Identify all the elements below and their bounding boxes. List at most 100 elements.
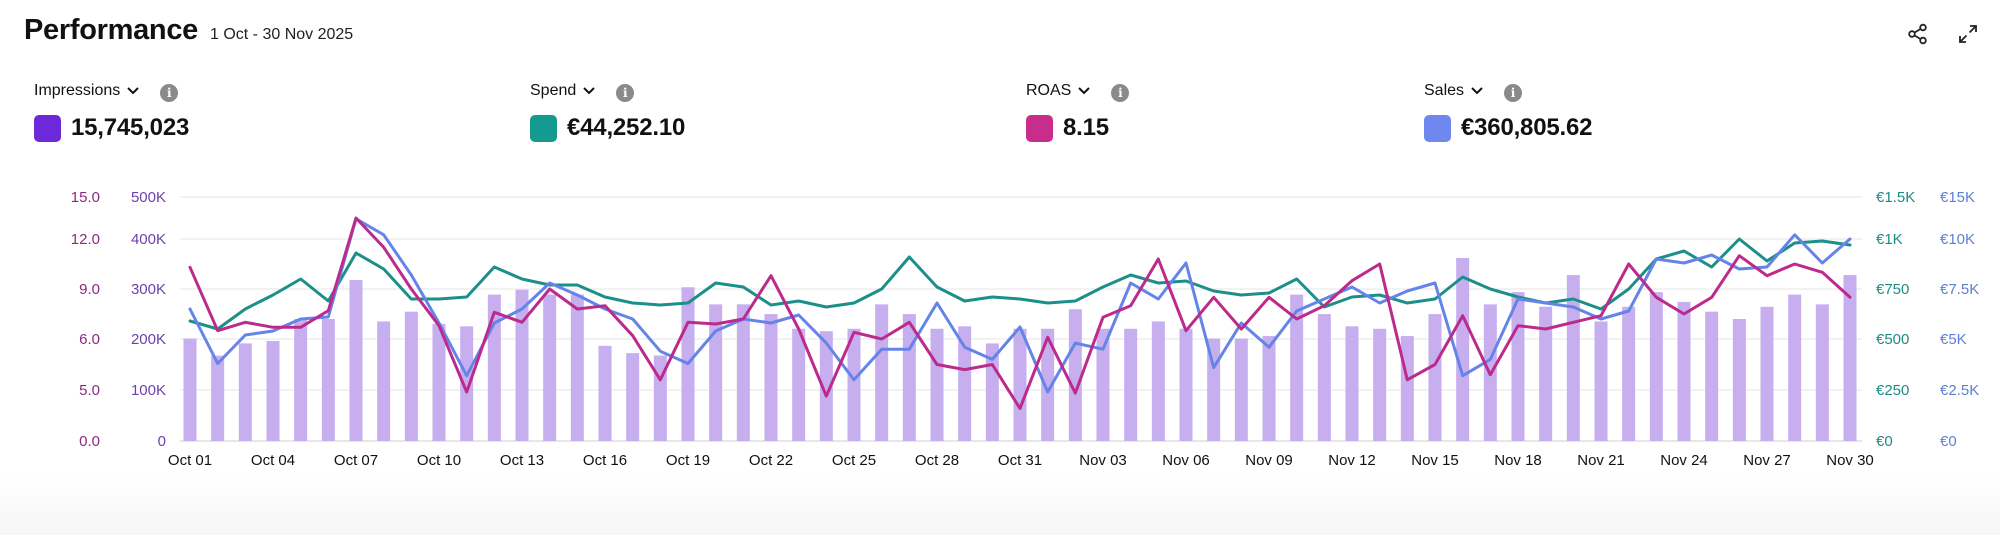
bar-impressions xyxy=(736,304,750,441)
bar-impressions xyxy=(349,279,363,441)
bar-impressions xyxy=(792,328,806,441)
bar-impressions xyxy=(1317,314,1331,441)
bar-impressions xyxy=(377,321,391,441)
expand-icon[interactable] xyxy=(1954,20,1982,48)
line-roas xyxy=(188,216,1852,410)
y-tick-sales: €2.5K xyxy=(1940,382,1979,399)
y-tick-sales: €10K xyxy=(1940,231,1975,248)
y-tick-roas: 15.0 xyxy=(71,189,100,206)
y-tick-sales: €15K xyxy=(1940,189,1975,206)
bar-impressions xyxy=(1649,292,1663,441)
bar-impressions xyxy=(1068,309,1082,441)
bar-impressions xyxy=(847,328,861,441)
bar-impressions xyxy=(1511,292,1525,441)
bar-impressions xyxy=(432,323,446,441)
chevron-down-icon[interactable] xyxy=(1077,86,1091,96)
bar-impressions xyxy=(266,340,280,441)
bar-impressions xyxy=(1732,319,1746,441)
y-tick-roas: 6.0 xyxy=(79,331,100,348)
metric-selector-roas[interactable]: ROAS xyxy=(1026,82,1072,99)
bar-impressions xyxy=(1677,301,1691,441)
chevron-down-icon[interactable] xyxy=(582,86,596,96)
bar-impressions xyxy=(404,311,418,441)
x-tick-label: Nov 09 xyxy=(1245,452,1293,469)
share-icon[interactable] xyxy=(1904,20,1932,48)
bar-impressions xyxy=(1843,275,1857,441)
bar-impressions xyxy=(570,294,584,441)
chevron-down-icon[interactable] xyxy=(1470,86,1484,96)
x-tick-label: Oct 31 xyxy=(998,452,1042,469)
bar-impressions xyxy=(819,331,833,441)
metric-selector-sales[interactable]: Sales xyxy=(1424,82,1465,99)
y-tick-spend: €750 xyxy=(1876,281,1909,298)
line-spend xyxy=(188,237,1852,331)
y-tick-spend: €250 xyxy=(1876,382,1909,399)
y-tick-roas: 9.0 xyxy=(79,281,100,298)
bar-impressions xyxy=(626,353,640,441)
x-tick-label: Nov 24 xyxy=(1660,452,1708,469)
x-tick-label: Oct 22 xyxy=(749,452,793,469)
bar-impressions xyxy=(1622,306,1636,441)
legend-swatch-roas[interactable] xyxy=(1026,114,1053,142)
y-tick-impressions: 400K xyxy=(131,231,166,248)
x-tick-label: Oct 01 xyxy=(168,452,212,469)
bar-impressions xyxy=(1788,294,1802,441)
info-icon[interactable]: i xyxy=(616,84,635,102)
x-tick-label: Nov 21 xyxy=(1577,452,1625,469)
footer-band xyxy=(0,475,2000,535)
y-tick-sales: €7.5K xyxy=(1940,281,1979,298)
bar-impressions xyxy=(930,328,944,441)
metric-impressions: Impressions i 15,745,023 xyxy=(34,80,189,142)
bar-impressions xyxy=(1262,336,1276,441)
info-icon[interactable]: i xyxy=(1111,84,1130,102)
bar-impressions xyxy=(875,304,889,441)
legend-swatch-sales[interactable] xyxy=(1424,114,1451,142)
y-tick-sales: €0 xyxy=(1940,433,1957,450)
bar-impressions xyxy=(1539,306,1553,441)
bar-impressions xyxy=(1290,294,1304,441)
bar-impressions xyxy=(1373,328,1387,441)
y-tick-spend: €1K xyxy=(1876,231,1903,248)
metric-selector-spend[interactable]: Spend xyxy=(530,82,577,99)
x-tick-label: Nov 15 xyxy=(1411,452,1459,469)
y-tick-impressions: 500K xyxy=(131,189,166,206)
y-tick-spend: €1.5K xyxy=(1876,189,1915,206)
bar-impressions xyxy=(211,355,225,441)
line-sales xyxy=(188,217,1852,394)
metric-value-spend: €44,252.10 xyxy=(567,114,686,141)
info-icon[interactable]: i xyxy=(1504,84,1523,102)
chart-header: Performance 1 Oct - 30 Nov 2025 xyxy=(24,14,353,47)
top-actions xyxy=(1904,20,1982,48)
y-tick-impressions: 0 xyxy=(158,433,166,450)
y-tick-roas: 5.0 xyxy=(79,382,100,399)
bar-impressions xyxy=(1345,326,1359,441)
metric-cards: Impressions i 15,745,023 Spend i €44,252… xyxy=(0,80,2000,150)
y-tick-roas: 12.0 xyxy=(71,231,100,248)
bar-impressions xyxy=(294,319,308,441)
metric-roas: ROAS i 8.15 xyxy=(1026,80,1130,142)
bar-impressions xyxy=(1428,314,1442,441)
bar-impressions xyxy=(902,314,916,441)
bar-impressions xyxy=(1705,311,1719,441)
info-icon[interactable]: i xyxy=(160,84,179,102)
metric-value-sales: €360,805.62 xyxy=(1461,114,1593,141)
bar-impressions xyxy=(1041,328,1055,441)
x-tick-label: Oct 19 xyxy=(666,452,710,469)
bar-impressions xyxy=(1566,275,1580,441)
legend-swatch-spend[interactable] xyxy=(530,114,557,142)
x-tick-label: Nov 12 xyxy=(1328,452,1376,469)
legend-swatch-impressions[interactable] xyxy=(34,114,61,142)
page-title: Performance xyxy=(24,14,198,46)
x-tick-label: Oct 10 xyxy=(417,452,461,469)
x-tick-label: Nov 27 xyxy=(1743,452,1791,469)
y-tick-roas: 0.0 xyxy=(79,433,100,450)
chevron-down-icon[interactable] xyxy=(126,86,140,96)
bar-impressions xyxy=(1815,304,1829,441)
bar-impressions xyxy=(958,326,972,441)
bar-impressions xyxy=(1400,336,1414,441)
bar-impressions xyxy=(1594,321,1608,441)
y-tick-impressions: 300K xyxy=(131,281,166,298)
bar-impressions xyxy=(1456,258,1470,441)
x-tick-label: Oct 04 xyxy=(251,452,295,469)
metric-selector-impressions[interactable]: Impressions xyxy=(34,82,121,99)
